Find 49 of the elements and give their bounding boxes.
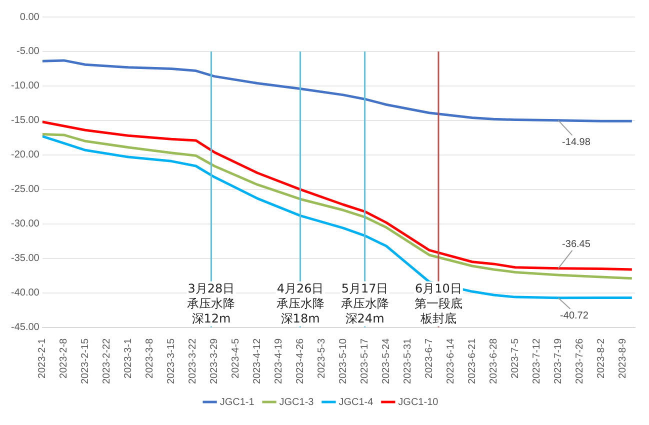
legend-label: JGC1-1 (220, 396, 255, 408)
y-tick-label: 0.00 (20, 12, 40, 23)
ref-line-label: 4月26日承压水降深18m (276, 282, 324, 326)
y-tick-label: -30.00 (10, 218, 40, 230)
x-tick-label: 2023-7-19 (552, 338, 564, 384)
x-tick-label: 2023-4-12 (252, 338, 264, 384)
ref-line-label: 3月28日承压水降深12m (187, 282, 236, 326)
y-tick-label: -40.00 (10, 288, 40, 299)
x-tick-label: 2023-4-19 (274, 338, 285, 384)
y-tick-label: -20.00 (10, 150, 40, 161)
x-tick-label: 2023-5-31 (402, 338, 414, 384)
ref-line-label: 6月10日第一段底板封底 (414, 282, 462, 326)
x-tick-label: 2023-3-15 (166, 338, 178, 384)
x-tick-label: 2023-6-7 (424, 338, 436, 378)
x-tick-label: 2023-5-17 (360, 338, 371, 384)
x-tick-label: 2023-2-15 (80, 338, 92, 384)
x-tick-label: 2023-2-22 (102, 338, 113, 384)
x-tick-label: 2023-5-10 (338, 338, 350, 384)
x-tick-label: 2023-8-2 (596, 338, 607, 378)
x-tick-label: 2023-7-26 (574, 338, 586, 384)
x-tick-label: 2023-5-3 (316, 338, 328, 378)
x-tick-label: 2023-7-12 (531, 338, 542, 384)
x-tick-label: 2023-7-5 (510, 338, 521, 378)
x-tick-label: 2023-2-1 (37, 338, 48, 378)
x-tick-label: 2023-3-8 (144, 338, 156, 378)
x-tick-label: 2023-6-14 (446, 338, 457, 384)
y-tick-label: -25.00 (10, 184, 40, 196)
y-tick-label: -10.00 (10, 80, 40, 92)
x-tick-label: 2023-2-8 (58, 338, 70, 378)
y-tick-label: -5.00 (16, 46, 40, 58)
y-tick-label: -45.00 (10, 322, 40, 334)
legend-label: JGC1-4 (338, 396, 374, 408)
x-tick-label: 2023-4-26 (295, 338, 306, 384)
y-tick-label: -15.00 (10, 115, 40, 126)
annotation: -14.98 (562, 137, 591, 148)
annotation: -36.45 (562, 239, 591, 250)
ref-line-label: 5月17日承压水降深24m (340, 282, 389, 326)
x-tick-label: 2023-4-5 (230, 338, 242, 378)
annotation: -40.72 (560, 310, 589, 322)
x-tick-label: 2023-5-24 (381, 338, 392, 384)
x-tick-label: 2023-3-22 (188, 338, 199, 384)
x-tick-label: 2023-3-29 (209, 338, 220, 384)
y-tick-label: -35.00 (10, 253, 40, 264)
legend-label: JGC1-10 (398, 396, 439, 408)
x-tick-label: 2023-3-1 (123, 338, 134, 378)
legend-label: JGC1-3 (279, 396, 314, 408)
x-tick-label: 2023-8-9 (617, 338, 628, 378)
x-tick-label: 2023-6-28 (488, 338, 500, 384)
x-tick-label: 2023-6-21 (467, 338, 478, 384)
